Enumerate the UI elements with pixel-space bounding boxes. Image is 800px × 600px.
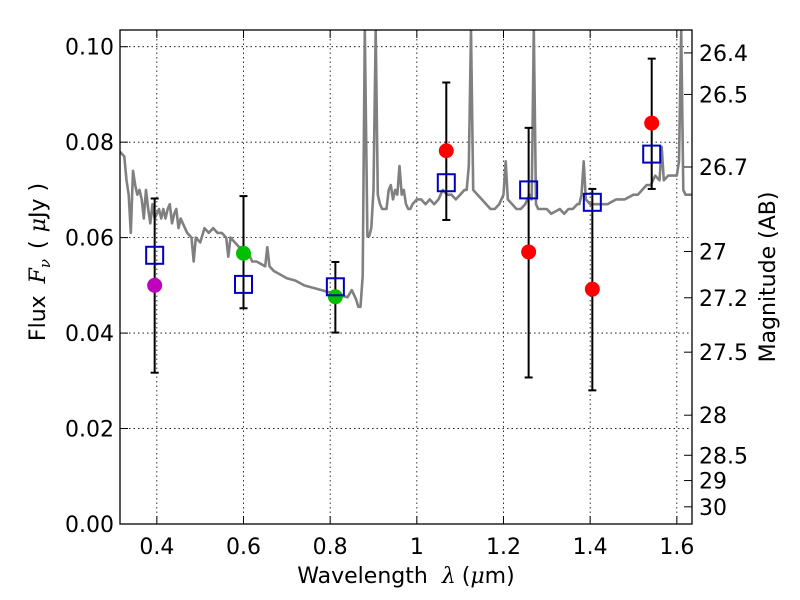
observed-point — [147, 277, 163, 293]
x-tick-label: 1.6 — [659, 535, 694, 560]
y-tick-label: 0.04 — [65, 322, 114, 347]
observed-point — [521, 244, 537, 260]
errorbars — [150, 57, 656, 392]
x-tick-label: 0.6 — [226, 535, 261, 560]
y2-tick-label: 29 — [699, 470, 727, 495]
x-tick-label: 1.2 — [486, 535, 521, 560]
y2-tick-label: 30 — [699, 496, 727, 521]
model-photometry — [145, 144, 662, 297]
y2-axis-label: Magnitude (AB) — [756, 192, 781, 363]
y2-tick-label: 27.2 — [699, 287, 748, 312]
y2-tick-label: 27.5 — [699, 341, 748, 366]
plot-frame — [119, 29, 693, 525]
observed-point — [584, 281, 600, 297]
axis-ticks: 0.4 0.6 0.8 1 1.2 1.4 1.6 0.00 0.02 0.04 0.06 0.08 0… — [65, 30, 748, 560]
observed-point — [327, 289, 343, 305]
x-tick-label: 0.8 — [313, 535, 348, 560]
y2-tick-label: 28.5 — [699, 444, 748, 469]
y-tick-label: 0.00 — [65, 513, 114, 538]
model-photometry-square — [582, 192, 602, 212]
y-axis-label: FluxFν(μJy ) — [26, 183, 54, 341]
observed-points — [147, 115, 660, 305]
y-tick-label: 0.10 — [65, 36, 114, 61]
model-photometry-square — [436, 173, 456, 193]
x-tick-label: 0.4 — [139, 535, 174, 560]
observed-point — [438, 143, 454, 159]
model-photometry-square — [145, 245, 165, 265]
observed-point — [644, 115, 660, 131]
y2-tick-label: 26.7 — [699, 156, 748, 181]
model-photometry-square — [642, 144, 662, 164]
model-photometry-square — [519, 180, 539, 200]
observed-point — [236, 245, 251, 261]
x-tick-label: 1 — [410, 535, 424, 560]
y-tick-label: 0.08 — [65, 131, 114, 156]
model-spectrum-line — [120, 30, 692, 309]
y2-tick-label: 26.4 — [699, 42, 748, 67]
model-spectrum — [120, 30, 692, 309]
y-tick-label: 0.02 — [65, 418, 114, 443]
y2-tick-label: 27 — [699, 240, 727, 265]
x-axis-label: Wavelength λ (μm) — [297, 564, 514, 589]
model-photometry-square — [325, 277, 345, 297]
x-tick-label: 1.4 — [573, 535, 608, 560]
model-photometry-square — [234, 274, 253, 294]
y-tick-label: 0.06 — [65, 227, 114, 252]
y2-tick-label: 26.5 — [699, 83, 748, 108]
plot-background — [120, 30, 692, 524]
y2-tick-label: 28 — [699, 404, 727, 429]
